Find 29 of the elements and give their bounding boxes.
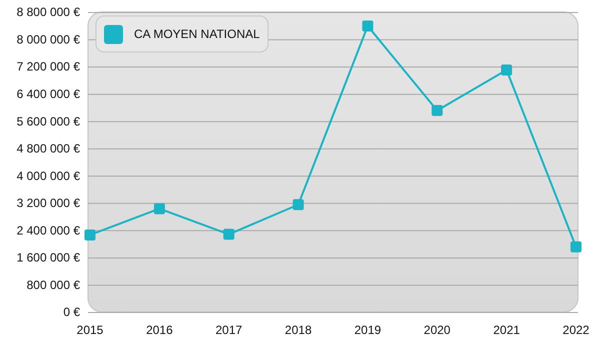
point bbox=[432, 105, 443, 116]
x-tick-label: 2022 bbox=[562, 323, 590, 337]
y-tick-label: 800 000 € bbox=[26, 278, 80, 292]
y-tick-label: 7 200 000 € bbox=[16, 60, 80, 74]
x-tick-label: 2020 bbox=[424, 323, 451, 337]
y-tick-label: 4 000 000 € bbox=[16, 168, 80, 183]
x-tick-label: 2016 bbox=[146, 323, 174, 337]
y-tick-label: 2 400 000 € bbox=[16, 223, 80, 238]
legend-label: CA MOYEN NATIONAL bbox=[134, 27, 260, 42]
point bbox=[223, 228, 234, 240]
point bbox=[154, 203, 165, 214]
y-tick-label: 6 400 000 € bbox=[16, 87, 80, 102]
x-tick-label: 2015 bbox=[76, 323, 104, 337]
x-tick-label: 2017 bbox=[216, 323, 243, 337]
x-tick-label: 2021 bbox=[493, 323, 520, 337]
point bbox=[501, 64, 512, 76]
y-tick-label: 8 000 000 € bbox=[16, 32, 80, 46]
point bbox=[362, 20, 374, 32]
y-tick-label: 4 800 000 € bbox=[16, 142, 80, 156]
point bbox=[84, 229, 96, 240]
y-tick-label: 3 200 000 € bbox=[16, 196, 80, 210]
x-tick-label: 2018 bbox=[284, 323, 312, 337]
y-tick-label: 0 € bbox=[63, 305, 80, 320]
y-tick-label: 8 800 000 € bbox=[16, 5, 80, 20]
point bbox=[292, 199, 304, 210]
x-tick-label: 2019 bbox=[354, 323, 382, 337]
y-tick-label: 1 600 000 € bbox=[16, 250, 80, 265]
point bbox=[570, 241, 582, 252]
y-tick-label: 5 600 000 € bbox=[16, 114, 80, 128]
